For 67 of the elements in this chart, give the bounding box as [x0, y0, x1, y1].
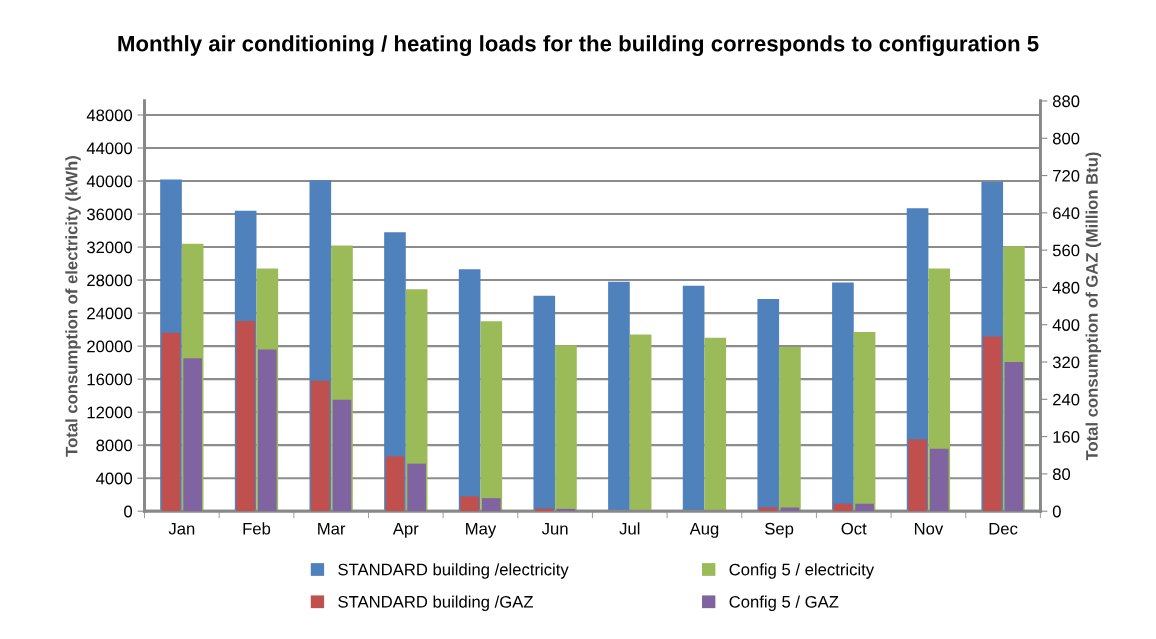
- y-tick-label: 12000: [87, 406, 133, 419]
- x-tick-label: Feb: [243, 522, 271, 535]
- bar: [779, 346, 801, 512]
- legend-label: Config 5 / electricity: [729, 563, 875, 579]
- y-tick-label: 24000: [87, 307, 133, 320]
- x-tick-label: Jul: [619, 522, 640, 535]
- y2-tick-label: 480: [1052, 281, 1080, 294]
- y-tick-label: 20000: [87, 340, 133, 353]
- bar: [833, 503, 853, 512]
- y2-tick-label: 0: [1052, 505, 1061, 518]
- bar: [458, 269, 481, 512]
- y-tick-label: 40000: [86, 175, 133, 188]
- y2-tick-label: 160: [1053, 431, 1080, 443]
- bar: [534, 508, 554, 512]
- bar: [555, 345, 577, 512]
- legend-label: STANDARD building /electricity: [338, 563, 569, 579]
- bar: [608, 281, 630, 512]
- bar: [385, 456, 405, 512]
- chart-title: Monthly air conditioning / heating loads for the building corresponds to configuration 5: [118, 35, 1039, 56]
- y2-tick-label: 240: [1053, 393, 1080, 406]
- y-tick-label: 16000: [87, 373, 133, 386]
- bar: [855, 503, 874, 512]
- y-tick-label: 44000: [86, 142, 133, 155]
- y-tick-label: 4000: [96, 472, 133, 485]
- y2-tick-label: 80: [1052, 468, 1071, 481]
- bar: [533, 295, 556, 512]
- x-tick-label: Mar: [318, 522, 346, 535]
- bar: [757, 299, 780, 512]
- legend-label: Config 5 / GAZ: [729, 595, 839, 612]
- y2-axis-title: Total consumption of GAZ (Million Btu): [1085, 152, 1102, 461]
- bar: [629, 334, 652, 512]
- y-tick-label: 32000: [86, 241, 133, 254]
- y2-tick-label: 400: [1052, 319, 1080, 331]
- bar: [929, 448, 949, 512]
- x-tick-label: Apr: [392, 522, 419, 538]
- x-tick-label: Dec: [989, 522, 1018, 535]
- y-tick-label: 0: [124, 505, 133, 518]
- y2-tick-label: 640: [1053, 207, 1080, 220]
- y-tick-label: 8000: [96, 439, 133, 452]
- y-tick-label: 28000: [87, 274, 133, 287]
- bar: [480, 321, 503, 512]
- bar: [481, 498, 501, 512]
- x-tick-label: Aug: [689, 522, 719, 538]
- bar: [908, 439, 927, 512]
- bar: [704, 337, 727, 512]
- bar: [758, 507, 778, 512]
- x-tick-label: Sep: [765, 522, 794, 538]
- y2-tick-label: 880: [1052, 95, 1080, 108]
- x-tick-label: Oct: [841, 522, 867, 535]
- x-tick-label: May: [466, 522, 497, 538]
- y-tick-label: 36000: [86, 208, 133, 221]
- y2-tick-label: 320: [1052, 356, 1080, 369]
- bar: [407, 463, 426, 512]
- bar: [460, 496, 479, 512]
- bar: [780, 507, 800, 512]
- y2-tick-label: 800: [1052, 132, 1080, 145]
- legend-label: STANDARD building /GAZ: [338, 595, 533, 612]
- y-tick-label: 48000: [86, 109, 133, 122]
- x-tick-label: Jan: [168, 522, 195, 535]
- bar: [853, 332, 876, 512]
- bar: [832, 282, 854, 512]
- x-tick-label: Nov: [914, 522, 944, 535]
- x-tick-label: Jun: [541, 522, 568, 535]
- y2-tick-label: 720: [1053, 169, 1080, 182]
- bar: [682, 285, 705, 512]
- y2-tick-label: 560: [1052, 244, 1080, 257]
- y-axis-title: Total consumption of electricity (kWh): [65, 156, 81, 457]
